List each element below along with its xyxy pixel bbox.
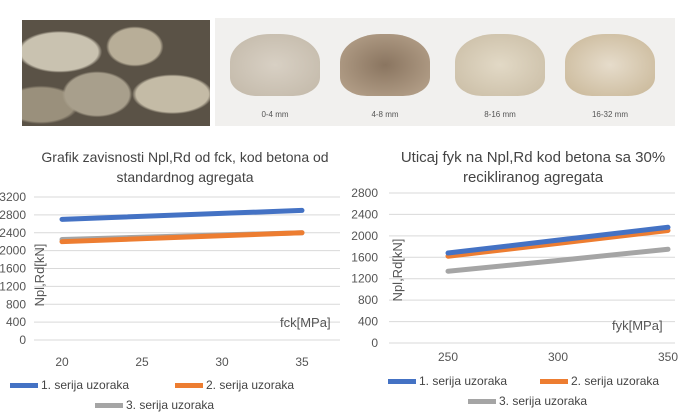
y-axis-label: Npl,Rd[kN] — [32, 244, 47, 307]
y-tick-label: 1200 — [351, 272, 378, 286]
chart1-title-line1: Grafik zavisnosti Npl,Rd od fck, kod bet… — [41, 149, 329, 165]
legend-swatch — [540, 378, 568, 384]
y-tick-label: 800 — [6, 297, 26, 311]
x-tick-label: 250 — [438, 350, 458, 364]
chart2-legend-s1: 1. serija uzoraka — [388, 374, 507, 388]
x-tick-label: 20 — [55, 355, 69, 369]
y-tick-label: 400 — [358, 315, 378, 329]
legend-swatch — [468, 398, 496, 404]
aggregate-pile-8-16 — [455, 34, 545, 96]
x-tick-label: 35 — [295, 355, 309, 369]
y-tick-label: 2400 — [351, 207, 378, 221]
y-tick-label: 0 — [371, 336, 378, 350]
y-tick-label: 1600 — [0, 262, 26, 276]
y-tick-label: 2000 — [351, 229, 378, 243]
y-tick-label: 1200 — [0, 279, 26, 293]
x-tick-label: 300 — [548, 350, 568, 364]
legend-swatch — [10, 382, 38, 388]
aggregate-label: 16-32 mm — [591, 110, 628, 119]
chart1-title: Grafik zavisnosti Npl,Rd od fck, kod bet… — [30, 147, 340, 187]
aggregate-fractions-photo: 0-4 mm 4-8 mm 8-16 mm 16-32 mm — [215, 18, 675, 126]
y-tick-label: 0 — [19, 333, 26, 347]
x-axis-label: fyk[MPa] — [612, 318, 663, 333]
y-tick-label: 2000 — [0, 244, 26, 258]
legend-swatch — [175, 382, 203, 388]
legend-label: 2. serija uzoraka — [571, 374, 660, 388]
legend-label: 2. serija uzoraka — [206, 378, 295, 392]
y-tick-label: 2800 — [351, 186, 378, 200]
aggregate-pile-0-4 — [230, 34, 320, 96]
series-line-1 — [59, 207, 305, 222]
aggregate-label: 4-8 mm — [371, 110, 399, 119]
chart2-legend-s2: 2. serija uzoraka — [540, 374, 659, 388]
legend-label: 1. serija uzoraka — [419, 374, 508, 388]
x-axis-label: fck[MPa] — [280, 315, 331, 330]
chart2-title-line1: Uticaj fyk na Npl,Rd kod betona sa 30% — [400, 149, 666, 166]
y-tick-label: 800 — [358, 293, 378, 307]
x-tick-label: 25 — [135, 355, 149, 369]
series-line-3 — [445, 246, 671, 274]
chart2-legend-s3: 3. serija uzoraka — [468, 394, 587, 408]
aggregate-pile-4-8 — [340, 34, 430, 96]
y-axis-label: Npl,Rd[kN] — [390, 239, 405, 302]
legend-swatch — [95, 402, 123, 408]
chart1-legend-s1: 1. serija uzoraka — [10, 378, 129, 392]
y-tick-label: 400 — [6, 315, 26, 329]
x-tick-label: 30 — [215, 355, 229, 369]
series-line-2 — [59, 230, 305, 245]
aggregate-label: 0-4 mm — [261, 110, 289, 119]
chart2-title-line2: recikliranog agregata — [462, 169, 604, 186]
aggregate-label: 8-16 mm — [484, 110, 516, 119]
legend-swatch — [388, 378, 416, 384]
legend-label: 3. serija uzoraka — [499, 394, 588, 408]
chart1-title-line2: standardnog agregata — [116, 169, 254, 185]
x-tick-label: 350 — [658, 350, 678, 364]
y-tick-label: 1600 — [351, 250, 378, 264]
chart1-legend-s2: 2. serija uzoraka — [175, 378, 294, 392]
recycled-concrete-photo — [22, 20, 210, 126]
legend-label: 3. serija uzoraka — [126, 398, 215, 412]
aggregate-pile-16-32 — [565, 34, 655, 96]
chart1-legend-s3: 3. serija uzoraka — [95, 398, 214, 412]
chart2-title: Uticaj fyk na Npl,Rd kod betona sa 30% r… — [388, 148, 678, 188]
y-tick-label: 3200 — [0, 190, 26, 204]
y-tick-label: 2400 — [0, 226, 26, 240]
series-line-1 — [445, 224, 671, 256]
legend-label: 1. serija uzoraka — [41, 378, 130, 392]
series-line-2 — [445, 228, 671, 259]
y-tick-label: 2800 — [0, 208, 26, 222]
